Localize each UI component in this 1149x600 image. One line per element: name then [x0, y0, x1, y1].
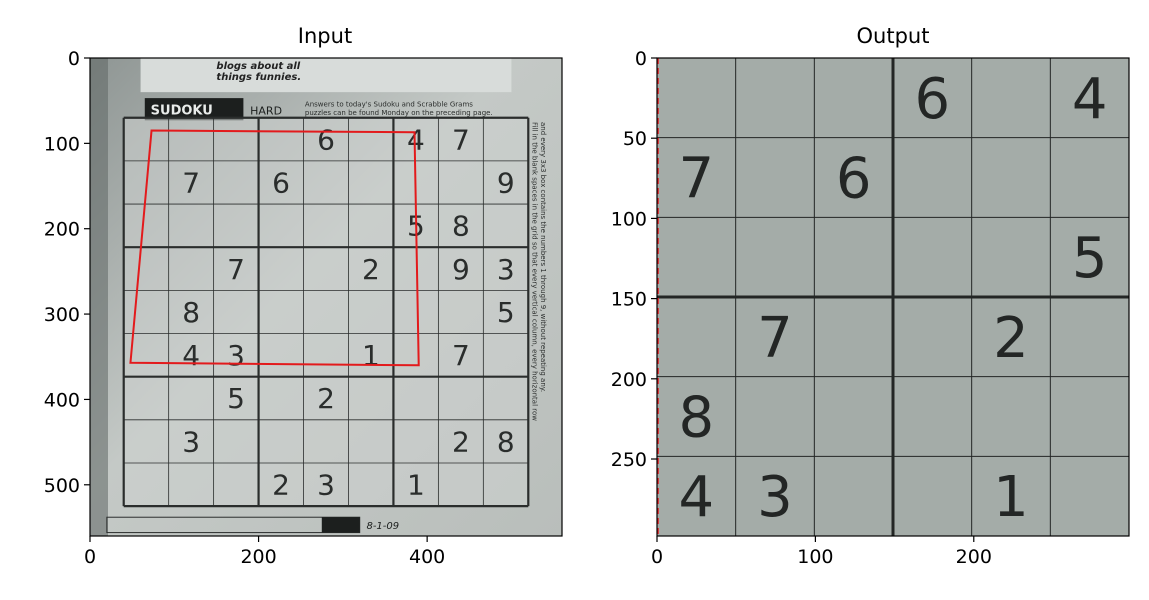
sudoku-label: SUDOKU: [151, 103, 213, 118]
warped-digit: 4: [1072, 67, 1108, 132]
given-digit: 8: [497, 425, 515, 458]
footer-strip: [106, 516, 361, 534]
given-digit: 8: [182, 296, 200, 329]
x-tick-label: 400: [409, 546, 445, 568]
x-tick-label: 100: [797, 546, 833, 568]
given-digit: 3: [497, 253, 515, 286]
given-digit: 5: [497, 296, 515, 329]
warped-digit: 7: [757, 306, 793, 371]
given-digit: 7: [227, 253, 245, 286]
warped-digit: 8: [679, 386, 715, 451]
output-axis-ticks: 0 100 200 0 50 100 150 200 250: [611, 48, 992, 568]
y-tick-label: 400: [44, 389, 80, 411]
x-tick-label: 200: [240, 546, 276, 568]
detected-grid-outline: [129, 129, 420, 367]
given-digit: 1: [407, 469, 425, 502]
given-digit: 3: [182, 425, 200, 458]
warped-digit: 6: [836, 147, 872, 212]
given-digit: 7: [452, 123, 470, 156]
input-title: Input: [298, 24, 352, 48]
given-digit: 7: [452, 339, 470, 372]
given-digit: 9: [497, 166, 515, 199]
warped-digit: 3: [757, 465, 793, 530]
x-tick-label: 0: [651, 546, 663, 568]
output-title: Output: [857, 24, 930, 48]
given-digit: 8: [452, 210, 470, 243]
y-tick-label: 100: [611, 208, 647, 230]
given-digit: 6: [272, 166, 290, 199]
given-digit: 1: [362, 339, 380, 372]
y-tick-label: 500: [44, 475, 80, 497]
warped-digit: 1: [993, 465, 1029, 530]
y-tick-label: 200: [44, 219, 80, 241]
y-tick-label: 0: [68, 48, 80, 70]
given-digit: 4: [182, 339, 200, 372]
cartoon-caption: things funnies.: [216, 72, 301, 83]
difficulty-label: HARD: [250, 104, 282, 117]
given-digit: 6: [317, 123, 335, 156]
x-tick-label: 200: [956, 546, 992, 568]
given-digit: 3: [317, 469, 335, 502]
header-blurb: Answers to today's Sudoku and Scrabble G…: [305, 101, 473, 109]
cartoon-caption: blogs about all: [216, 61, 300, 72]
instructions-text: Fill in the blank spaces in the grid so …: [531, 122, 539, 421]
warped-digit: 4: [679, 465, 715, 530]
cartoon-strip: [140, 58, 512, 93]
given-digit: 5: [227, 382, 245, 415]
y-tick-label: 50: [623, 128, 647, 150]
output-axes-frame: [656, 57, 1130, 537]
header-blurb: puzzles can be found Monday on the prece…: [305, 109, 493, 117]
y-tick-label: 300: [44, 304, 80, 326]
given-digit: 7: [182, 166, 200, 199]
input-axis-ticks: 0 200 400 0 100 200 300 400 500: [44, 48, 446, 568]
book-shadow: [90, 58, 108, 536]
y-tick-label: 100: [44, 133, 80, 155]
warped-digit: 2: [993, 306, 1029, 371]
y-tick-label: 200: [611, 369, 647, 391]
y-tick-label: 250: [611, 449, 647, 471]
input-axes-frame: [89, 57, 563, 537]
output-image: 6 47 657 284 3 1: [656, 57, 1130, 537]
sudoku-grid-background: [123, 117, 529, 507]
footer-black-box: [321, 517, 360, 533]
given-digit: 2: [317, 382, 335, 415]
given-digit: 4: [407, 123, 425, 156]
warped-digit: 5: [1072, 226, 1108, 291]
y-tick-label: 0: [635, 48, 647, 70]
given-digit: 2: [272, 469, 290, 502]
given-digit: 2: [362, 253, 380, 286]
given-digit: 9: [452, 253, 470, 286]
given-digit: 2: [452, 425, 470, 458]
sudoku-header-bar: [144, 98, 244, 121]
y-tick-label: 150: [611, 289, 647, 311]
warped-digit: 6: [915, 67, 951, 132]
date-label: 8-1-09: [366, 521, 399, 532]
warped-digit: 7: [679, 147, 715, 212]
given-digit: 3: [227, 339, 245, 372]
x-tick-label: 0: [84, 546, 96, 568]
output-panel: Output 6 47 657 284 3 1 0 100 20005010015020025…: [611, 24, 1130, 568]
instructions-text: and every 3x3 box contains the numbers 1…: [539, 122, 547, 392]
